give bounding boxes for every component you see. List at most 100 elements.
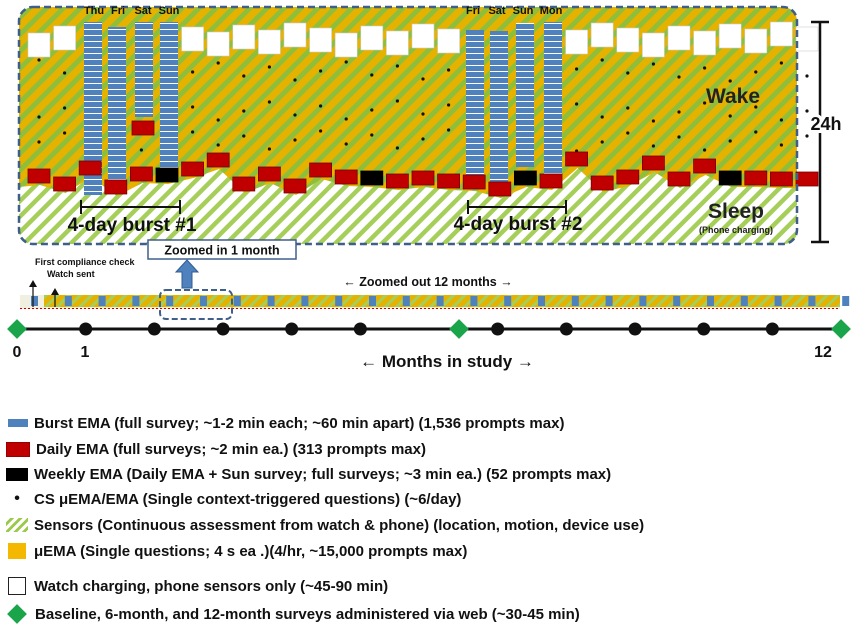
cs-uema-dot [754,130,758,134]
month-label-1: 1 [81,344,90,361]
cs-uema-dot: • [14,490,20,507]
cs-uema-dot [293,138,297,142]
cs-uema-dot [677,135,681,139]
burst2-day-fri: Fri [466,5,480,17]
legend-text: Watch charging, phone sensors only (~45-… [34,577,389,595]
cs-uema-dot [267,100,271,104]
watch-charging-box [258,29,281,55]
burst1-day-sat: Sat [134,5,151,17]
strip-burst-mark [31,296,38,306]
cs-uema-dot [421,137,425,141]
daily-ema-mark [334,169,358,185]
strip-burst-marks [31,296,850,306]
cs-uema-dot [651,144,656,148]
legend-item-surveys: Baseline, 6-month, and 12-month surveys … [6,604,580,624]
strip-burst-mark [402,296,410,306]
daily-ema-mark [795,171,819,187]
month-dot [491,322,505,336]
cs-uema-dot [139,148,143,152]
daily-ema-mark [232,176,256,192]
cs-uema-dot [293,78,297,82]
month-dot [628,322,642,336]
burst1-day-sun: Sun [159,5,180,17]
month-dot [79,322,93,336]
daily-ema-mark [462,174,486,190]
daily-ema-mark [667,171,691,187]
cs-uema-dot [267,65,271,69]
watch-charging-box [232,24,256,50]
daily-ema-mark [590,175,614,191]
cs-uema-dot [728,79,732,83]
cs-uema-dot [63,106,67,110]
panel-frame [17,5,799,246]
wake-label: Wake [706,85,760,108]
daily-ema-mark [693,158,716,174]
watch-sent-label: Watch sent [47,269,95,279]
cs-uema-dot [575,67,579,71]
watch-charging-swatch [8,577,26,595]
watch-charging-box [27,32,51,58]
cs-uema-dot [728,139,732,143]
cs-uema-dot [421,77,425,81]
burst-ema-columns [84,22,562,195]
weekly-ema-mark [718,170,742,186]
burst2-label: 4-day burst #2 [454,214,583,235]
strip-burst-mark [369,296,376,306]
legend-text: CS μEMA/EMA (Single context-triggered qu… [34,490,462,508]
cs-uema-dot [319,69,323,73]
watch-charging-box [360,25,384,51]
burst-ema-column [516,23,534,167]
cs-uema-dot [370,133,374,137]
burst1-bracket [80,200,181,214]
zoom-window [159,289,233,320]
weekly-ema-mark [155,167,179,183]
cs-uema-dot [447,128,451,132]
cs-uema-dot [805,74,809,78]
twelve-month-survey-diamond-icon [831,319,851,339]
watch-charging-box [616,27,640,53]
watch-charging-box [642,32,665,58]
months-axis-label: ← Months in study → [360,352,534,371]
strip-burst-mark [233,296,241,306]
burst-ema-swatch [8,419,28,427]
legend-item-uema: μEMA (Single questions; 4 s ea .)(4/hr, … [6,541,467,561]
strip-burst-mark [605,296,613,306]
month-dot [765,322,779,336]
burst2-day-sat: Sat [488,5,505,17]
legend-item-watch-charging: Watch charging, phone sensors only (~45-… [6,576,388,596]
sleep-region [19,168,808,244]
burst-ema-column [108,27,126,185]
cs-uema-dot [779,61,784,65]
daily-ema-mark [27,168,51,184]
watch-charging-box [565,29,588,55]
daily-ema-mark [744,170,768,186]
daily-ema-mark [565,151,588,167]
watch-charging-box [206,31,230,57]
daily-ema-mark [642,155,665,171]
legend-item-weekly-ema: Weekly EMA (Daily EMA + Sun survey; full… [6,464,611,484]
strip-burst-mark [64,296,72,306]
cs-uema-dot [779,143,784,147]
compliance-label: First compliance check [35,257,136,267]
cs-uema-dot [242,109,246,113]
watch-charging-box [53,25,76,51]
month-dot [697,322,711,336]
cs-uema-dot [703,66,707,70]
burst-ema-column [84,22,102,195]
watch-charging-box [181,26,204,52]
cs-uema-dot [395,99,399,103]
legend-item-burst-ema: Burst EMA (full survey; ~1-2 min each; ~… [6,413,564,433]
cs-uema-dot [37,115,41,119]
daily-ema-mark [257,166,281,182]
cs-uema-dot [651,62,656,66]
month-dot [285,322,299,336]
cs-uema-dot [600,58,604,62]
month-label-12: 12 [814,344,832,361]
strip-burst-mark [707,296,714,306]
cs-uema-dot [216,61,220,65]
cs-uema-dot [395,64,399,68]
weekly-ema-swatch [6,467,28,481]
watch-charging-box [744,28,768,54]
watch-charging-box [770,21,793,47]
